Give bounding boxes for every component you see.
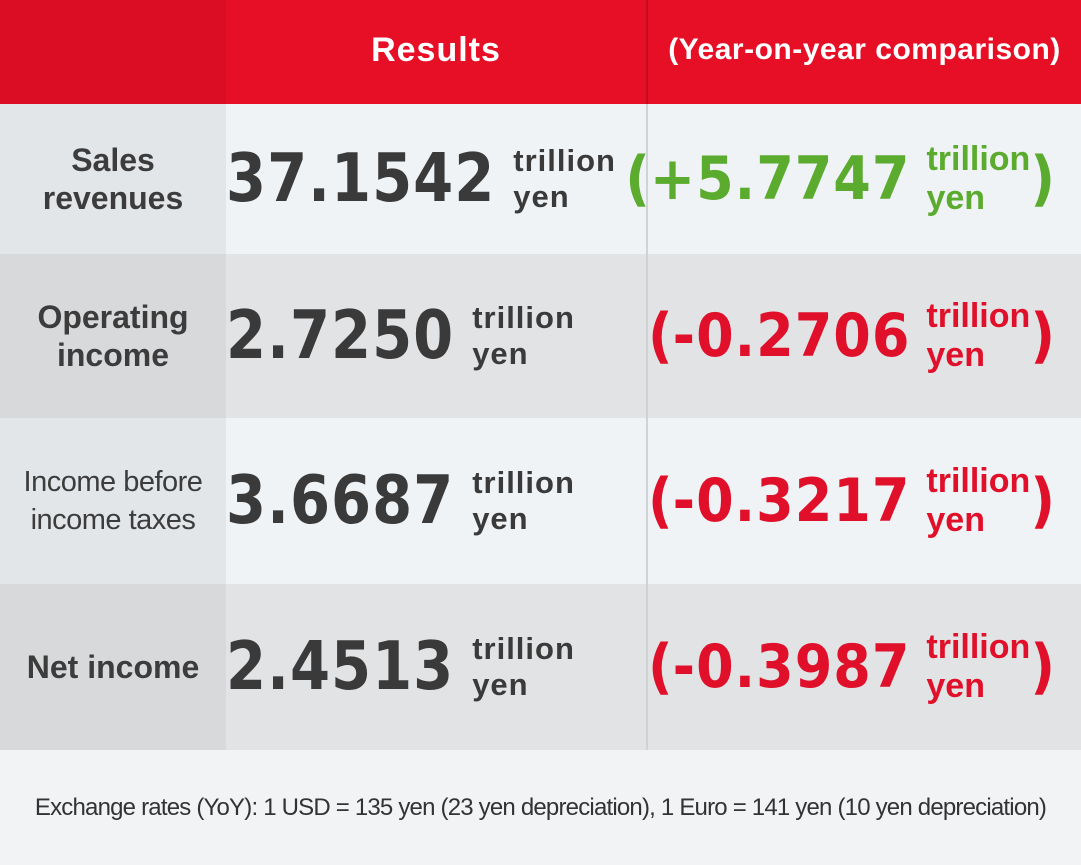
row-label: Operating income xyxy=(0,254,226,418)
yoy-close-paren: ) xyxy=(1030,466,1055,536)
result-value: 2.4513 xyxy=(226,628,455,706)
result-cell: 37.1542 trillion yen xyxy=(226,104,646,254)
result-cell: 3.6687 trillion yen xyxy=(226,418,646,584)
header-column-divider xyxy=(646,0,648,104)
result-unit: trillion yen xyxy=(472,300,575,371)
row-label: Income before income taxes xyxy=(0,418,226,584)
yoy-value: -0.2706 xyxy=(672,301,911,371)
row-label-line2: income xyxy=(56,337,170,373)
yoy-open-paren: ( xyxy=(648,466,673,536)
result-value: 3.6687 xyxy=(226,462,455,540)
yoy-open-paren: ( xyxy=(648,301,673,371)
row-label-line2: revenues xyxy=(42,180,184,216)
column-divider xyxy=(646,584,648,750)
yoy-unit: trillion yen xyxy=(926,462,1031,539)
row-label-line1: Net income xyxy=(26,649,200,685)
yoy-open-paren: ( xyxy=(648,632,673,702)
yoy-cell: (-0.3987 trillion yen) xyxy=(648,584,1081,750)
result-cell: 2.7250 trillion yen xyxy=(226,254,646,418)
row-label-line1: Sales xyxy=(71,142,155,178)
yoy-unit: trillion yen xyxy=(926,297,1031,374)
exchange-rate-note: Exchange rates (YoY): 1 USD = 135 yen (2… xyxy=(34,793,1047,821)
yoy-unit: trillion yen xyxy=(926,628,1031,705)
row-label: Sales revenues xyxy=(0,104,226,254)
column-divider xyxy=(646,418,648,584)
header-yoy-comparison: (Year-on-year comparison) xyxy=(668,33,1061,66)
row-label: Net income xyxy=(0,584,226,750)
row-label-line1: Operating xyxy=(37,299,189,335)
result-unit: trillion yen xyxy=(472,631,575,702)
result-cell: 2.4513 trillion yen xyxy=(226,584,646,750)
table-row-net-income: Net income 2.4513 trillion yen (-0.3987 t… xyxy=(0,584,1081,750)
table-row-operating-income: Operating income 2.7250 trillion yen (-0… xyxy=(0,254,1081,418)
result-value: 37.1542 xyxy=(226,140,496,218)
yoy-cell: (-0.2706 trillion yen) xyxy=(648,254,1081,418)
yoy-value: -0.3217 xyxy=(672,466,911,536)
yoy-value: +5.7747 xyxy=(649,144,911,214)
yoy-close-paren: ) xyxy=(1030,144,1055,214)
result-unit: trillion yen xyxy=(472,465,575,536)
yoy-open-paren: ( xyxy=(625,144,650,214)
row-label-line2: income taxes xyxy=(30,504,196,536)
yoy-value: -0.3987 xyxy=(672,632,911,702)
yoy-cell: (+5.7747 trillion yen) xyxy=(625,104,1081,254)
column-divider xyxy=(646,254,648,418)
result-value: 2.7250 xyxy=(226,297,455,375)
yoy-close-paren: ) xyxy=(1030,301,1055,371)
yoy-unit: trillion yen xyxy=(926,140,1031,217)
table-row-income-before-taxes: Income before income taxes 3.6687 trilli… xyxy=(0,418,1081,584)
table-header: Results (Year-on-year comparison) xyxy=(0,0,1081,104)
row-label-line1: Income before xyxy=(23,466,203,498)
result-unit: trillion yen xyxy=(513,143,616,214)
yoy-close-paren: ) xyxy=(1030,632,1055,702)
yoy-cell: (-0.3217 trillion yen) xyxy=(648,418,1081,584)
table-row-sales-revenues: Sales revenues 37.1542 trillion yen (+5.… xyxy=(0,104,1081,254)
column-divider xyxy=(646,104,648,254)
header-results: Results xyxy=(371,31,501,69)
header-corner-cell xyxy=(0,0,226,104)
